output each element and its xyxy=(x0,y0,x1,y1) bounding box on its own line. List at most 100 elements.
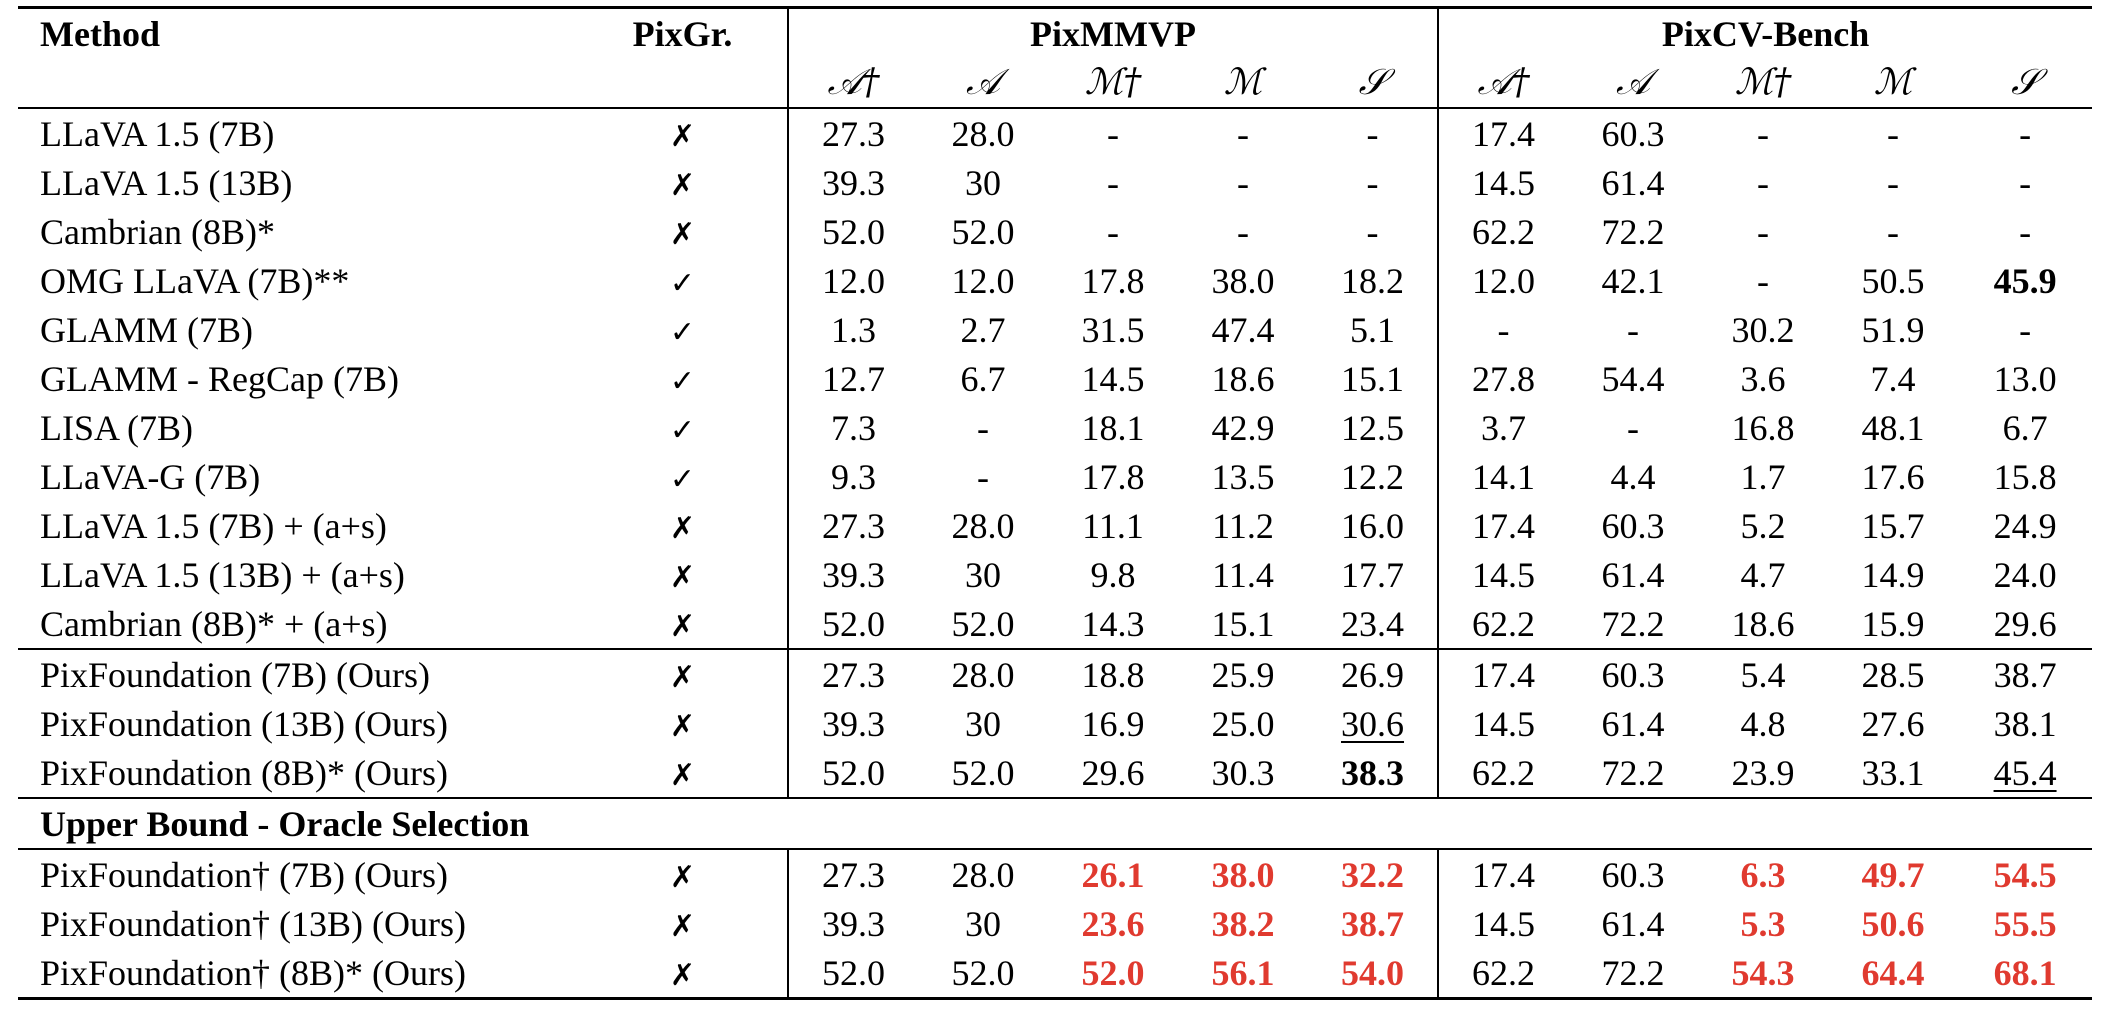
cell-value: 33.1 xyxy=(1861,752,1925,793)
value-cell: 4.4 xyxy=(1568,452,1698,501)
section-title-row: Upper Bound - Oracle Selection xyxy=(18,797,2093,849)
cell-value: 38.7 xyxy=(1341,903,1405,944)
value-cell: 17.8 xyxy=(1048,452,1178,501)
value-cell: 45.9 xyxy=(1958,256,2092,305)
metric-header: ℳ† xyxy=(1084,61,1142,103)
cell-value: - xyxy=(1887,211,1900,252)
cell-value: 14.9 xyxy=(1861,554,1925,595)
cross-icon: ✗ xyxy=(669,510,696,546)
cell-value: - xyxy=(1366,113,1379,154)
value-cell: 54.0 xyxy=(1308,948,1439,1000)
cell-value: 51.9 xyxy=(1861,309,1925,350)
value-cell: 15.8 xyxy=(1958,452,2092,501)
method-cell: PixFoundation (8B)* (Ours) xyxy=(40,752,448,793)
value-cell: 14.5 xyxy=(1437,550,1569,599)
cell-value: 29.6 xyxy=(1993,603,2057,644)
cell-value: 60.3 xyxy=(1601,654,1665,695)
cell-value: 61.4 xyxy=(1601,703,1665,744)
value-cell: 27.3 xyxy=(787,107,918,158)
cell-value: 50.6 xyxy=(1861,903,1925,944)
pixgr-cell: ✗ xyxy=(578,207,788,256)
value-cell: 52.0 xyxy=(787,748,918,798)
value-cell: 64.4 xyxy=(1828,948,1959,1000)
cell-value: 14.5 xyxy=(1472,703,1536,744)
cell-value: 18.2 xyxy=(1341,260,1405,301)
value-cell: 62.2 xyxy=(1437,748,1569,798)
value-cell: 33.1 xyxy=(1828,748,1958,798)
cell-value: 12.0 xyxy=(822,260,885,301)
cell-value: 62.2 xyxy=(1472,752,1536,793)
cell-value: 27.8 xyxy=(1472,358,1536,399)
pixgr-header: PixGr. xyxy=(578,6,788,58)
value-cell: 30.3 xyxy=(1178,748,1308,798)
value-cell: - xyxy=(1698,158,1828,207)
metric-header: 𝒜 xyxy=(965,61,1001,103)
cell-value: 52.0 xyxy=(1081,952,1145,993)
value-cell: 26.1 xyxy=(1048,848,1178,899)
value-cell: - xyxy=(1048,107,1178,158)
cell-value: 39.3 xyxy=(822,703,885,744)
cell-value: 50.5 xyxy=(1861,260,1925,301)
cell-value: 7.4 xyxy=(1870,358,1916,399)
value-cell: 5.2 xyxy=(1698,501,1828,550)
cell-value: 38.7 xyxy=(1993,654,2057,695)
value-cell: 39.3 xyxy=(787,899,918,948)
value-cell: 5.1 xyxy=(1308,305,1438,354)
table-row: GLAMM (7B) ✓ 1.3 2.7 31.5 47.4 5.1 - - 30.2 51.9 - xyxy=(18,305,2092,354)
value-cell: 16.9 xyxy=(1048,699,1178,748)
value-cell: - xyxy=(1568,403,1698,452)
value-cell: 38.7 xyxy=(1958,648,2093,699)
cell-value: 5.1 xyxy=(1350,309,1396,350)
pixgr-cell: ✗ xyxy=(578,107,788,158)
pixgr-cell: ✗ xyxy=(578,648,788,699)
cell-value: 28.0 xyxy=(951,654,1015,695)
value-cell: 4.8 xyxy=(1698,699,1828,748)
value-cell: 62.2 xyxy=(1437,599,1569,649)
cell-value: 52.0 xyxy=(951,211,1015,252)
cell-value: 15.1 xyxy=(1211,603,1275,644)
metric-header: 𝒜 xyxy=(1616,61,1651,103)
value-cell: 6.7 xyxy=(918,354,1048,403)
cell-value: 17.8 xyxy=(1081,456,1145,497)
value-cell: 38.0 xyxy=(1178,256,1308,305)
value-cell: 52.0 xyxy=(787,207,918,256)
value-cell: 52.0 xyxy=(1048,948,1178,1000)
value-cell: 15.9 xyxy=(1828,599,1958,649)
cell-value: - xyxy=(1107,113,1119,154)
value-cell: 6.3 xyxy=(1698,848,1829,899)
cross-icon: ✗ xyxy=(669,167,696,203)
method-cell: LLaVA 1.5 (13B) + (a+s) xyxy=(40,554,405,595)
cell-value: 54.5 xyxy=(1993,854,2057,895)
cross-icon: ✗ xyxy=(669,708,696,744)
cross-icon: ✗ xyxy=(669,659,696,695)
cell-value: - xyxy=(1366,211,1379,252)
value-cell: - xyxy=(1568,305,1698,354)
value-cell: 39.3 xyxy=(787,158,918,207)
cell-value: 12.2 xyxy=(1341,456,1405,497)
value-cell: 26.9 xyxy=(1308,648,1439,699)
table-row: PixFoundation (13B) (Ours) ✗ 39.3 30 16.9 25.… xyxy=(18,699,2092,748)
value-cell: 12.2 xyxy=(1308,452,1438,501)
value-cell: 3.7 xyxy=(1437,403,1569,452)
pixgr-cell: ✓ xyxy=(578,452,788,501)
value-cell: 52.0 xyxy=(918,599,1048,649)
cell-value: 17.4 xyxy=(1472,654,1536,695)
cell-value: 4.8 xyxy=(1740,703,1786,744)
cell-value: 17.6 xyxy=(1861,456,1925,497)
value-cell: 28.0 xyxy=(918,848,1048,899)
metric-header: ℳ† xyxy=(1734,61,1792,103)
cell-value: 30 xyxy=(965,903,1001,944)
value-cell: 30 xyxy=(918,899,1048,948)
cell-value: 5.4 xyxy=(1740,654,1786,695)
value-cell: 14.1 xyxy=(1437,452,1569,501)
value-cell: 17.4 xyxy=(1437,848,1569,899)
cell-value: 39.3 xyxy=(822,903,885,944)
value-cell: - xyxy=(1308,107,1439,158)
cell-value: 2.7 xyxy=(960,309,1006,350)
value-cell: 60.3 xyxy=(1568,107,1699,158)
pixgr-cell: ✗ xyxy=(578,699,788,748)
value-cell: 17.8 xyxy=(1048,256,1178,305)
cell-value: - xyxy=(1757,211,1770,252)
cell-value: 38.0 xyxy=(1211,260,1275,301)
